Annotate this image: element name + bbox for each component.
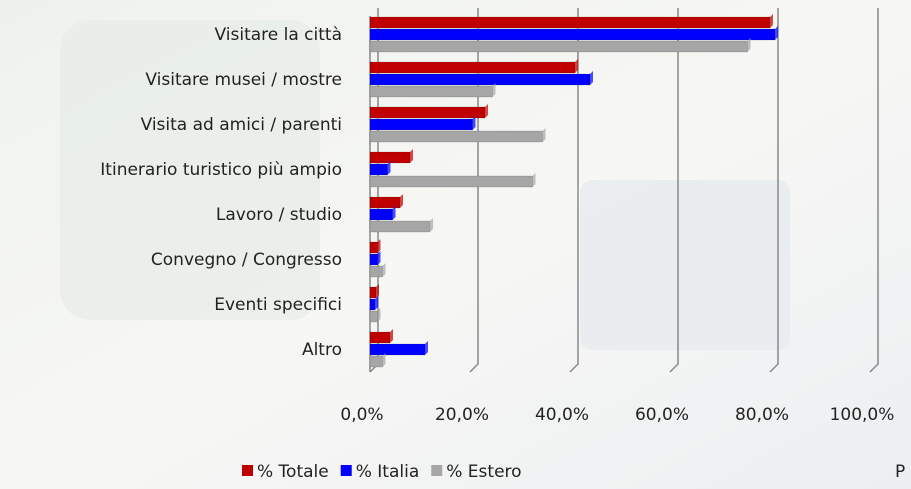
legend-label: % Italia (356, 462, 420, 482)
bar (370, 311, 378, 322)
x-tick-label: 80,0% (735, 405, 789, 425)
y-tick-label: Visitare la città (215, 25, 342, 45)
bar (370, 107, 485, 118)
bar (370, 62, 575, 73)
bar (370, 119, 473, 130)
legend-label: % Estero (446, 462, 521, 482)
bar (370, 221, 430, 232)
bar (370, 29, 775, 40)
y-tick-label: Visitare musei / mostre (145, 70, 342, 90)
x-tick-label: 20,0% (435, 405, 489, 425)
y-tick-label: Itinerario turistico più ampio (100, 160, 342, 180)
x-tick-label: 40,0% (535, 405, 589, 425)
y-tick-label: Lavoro / studio (216, 205, 342, 225)
bar (370, 209, 393, 220)
chart: P 0,0% 20,0% 40,0% 60,0% 80,0% 100,0% Visitare… (0, 0, 911, 489)
legend-swatch (242, 465, 253, 476)
bar (370, 176, 533, 187)
bar (370, 287, 376, 298)
bar (370, 266, 383, 277)
background-shape (580, 180, 790, 350)
x-tick-label: 0,0% (340, 405, 383, 425)
cut-text: P (895, 462, 905, 482)
bar (370, 17, 770, 28)
bar (370, 86, 493, 97)
bar (370, 74, 590, 85)
x-tick-label: 100,0% (830, 405, 895, 425)
legend-swatch (341, 465, 352, 476)
y-tick-label: Visita ad amici / parenti (141, 115, 342, 135)
y-tick-label: Eventi specifici (214, 295, 342, 315)
legend-swatch (431, 465, 442, 476)
bar (370, 242, 378, 253)
bar (370, 254, 378, 265)
x-tick-label: 60,0% (635, 405, 689, 425)
bar (370, 152, 410, 163)
y-tick-label: Altro (302, 340, 342, 360)
bar (370, 344, 425, 355)
bar (370, 131, 543, 142)
legend-label: % Totale (257, 462, 329, 482)
bar (370, 41, 748, 52)
bar (370, 356, 383, 367)
bar (370, 164, 388, 175)
y-tick-label: Convegno / Congresso (151, 250, 342, 270)
bar (370, 332, 390, 343)
bar (370, 299, 375, 310)
